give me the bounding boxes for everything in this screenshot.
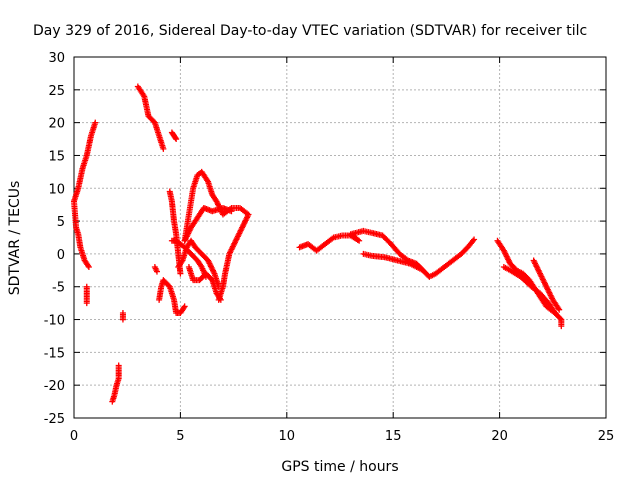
data-point: [556, 306, 563, 313]
data-point: [153, 268, 160, 275]
data-series-t1: [71, 119, 99, 205]
data-series-t19: [500, 264, 565, 330]
y-tick-label: 0: [57, 248, 65, 263]
tick-labels: 0 5 10 15 20 25 -25 -20 -15 -10 -5 0 5 10 15 20 25 30: [44, 51, 615, 444]
data-series-t4: [119, 309, 126, 323]
data-series-t2: [71, 198, 92, 271]
x-tick-label: 0: [70, 429, 78, 444]
data-series-t15: [181, 204, 235, 244]
data-point: [177, 270, 184, 277]
data-series-t17: [360, 250, 426, 274]
data-point: [85, 264, 92, 271]
data-point: [228, 208, 235, 215]
data-point: [92, 119, 99, 126]
y-tick-label: -25: [44, 412, 65, 427]
data-series-t9: [166, 188, 184, 277]
y-tick-label: -20: [44, 379, 65, 394]
y-tick-label: -5: [52, 281, 65, 296]
data-point: [558, 323, 565, 330]
x-axis-label: GPS time / hours: [281, 459, 398, 475]
data-series-t5: [109, 362, 122, 405]
data-series-t12: [175, 237, 222, 290]
data-point: [471, 236, 478, 243]
data-points: [71, 83, 565, 405]
data-series-t6: [134, 83, 167, 152]
data-point: [557, 315, 564, 322]
y-tick-label: 20: [48, 117, 65, 132]
data-point: [180, 304, 187, 311]
plot-border: [73, 56, 607, 419]
data-series-t10: [156, 277, 188, 316]
data-series-t3: [83, 283, 90, 307]
data-point: [115, 362, 122, 369]
data-point: [215, 296, 222, 303]
data-point: [419, 267, 426, 274]
data-point: [83, 300, 90, 307]
x-tick-label: 20: [491, 429, 508, 444]
y-tick-label: 10: [48, 182, 65, 197]
data-point: [85, 262, 92, 269]
y-tick-label: -10: [44, 314, 65, 329]
data-series-t7: [168, 129, 180, 143]
y-tick-label: 5: [57, 215, 65, 230]
data-point: [172, 134, 179, 141]
data-series-t8: [151, 264, 160, 275]
data-point: [470, 237, 476, 244]
x-tick-label: 25: [598, 429, 615, 444]
y-tick-label: 30: [48, 51, 65, 66]
data-point: [119, 316, 126, 323]
y-tick-label: 25: [48, 84, 65, 99]
data-series-t14: [181, 168, 252, 303]
data-point: [181, 303, 188, 310]
y-tick-label: -15: [44, 346, 65, 361]
x-tick-label: 10: [279, 429, 296, 444]
data-point: [160, 145, 167, 152]
y-axis-label: SDTVAR / TECUs: [7, 181, 23, 296]
data-point: [173, 136, 180, 143]
x-tick-label: 5: [176, 429, 184, 444]
x-tick-label: 15: [385, 429, 402, 444]
data-series-t20: [530, 257, 563, 313]
chart-title: Day 329 of 2016, Sidereal Day-to-day VTE…: [33, 23, 587, 39]
y-tick-label: 15: [48, 149, 65, 164]
